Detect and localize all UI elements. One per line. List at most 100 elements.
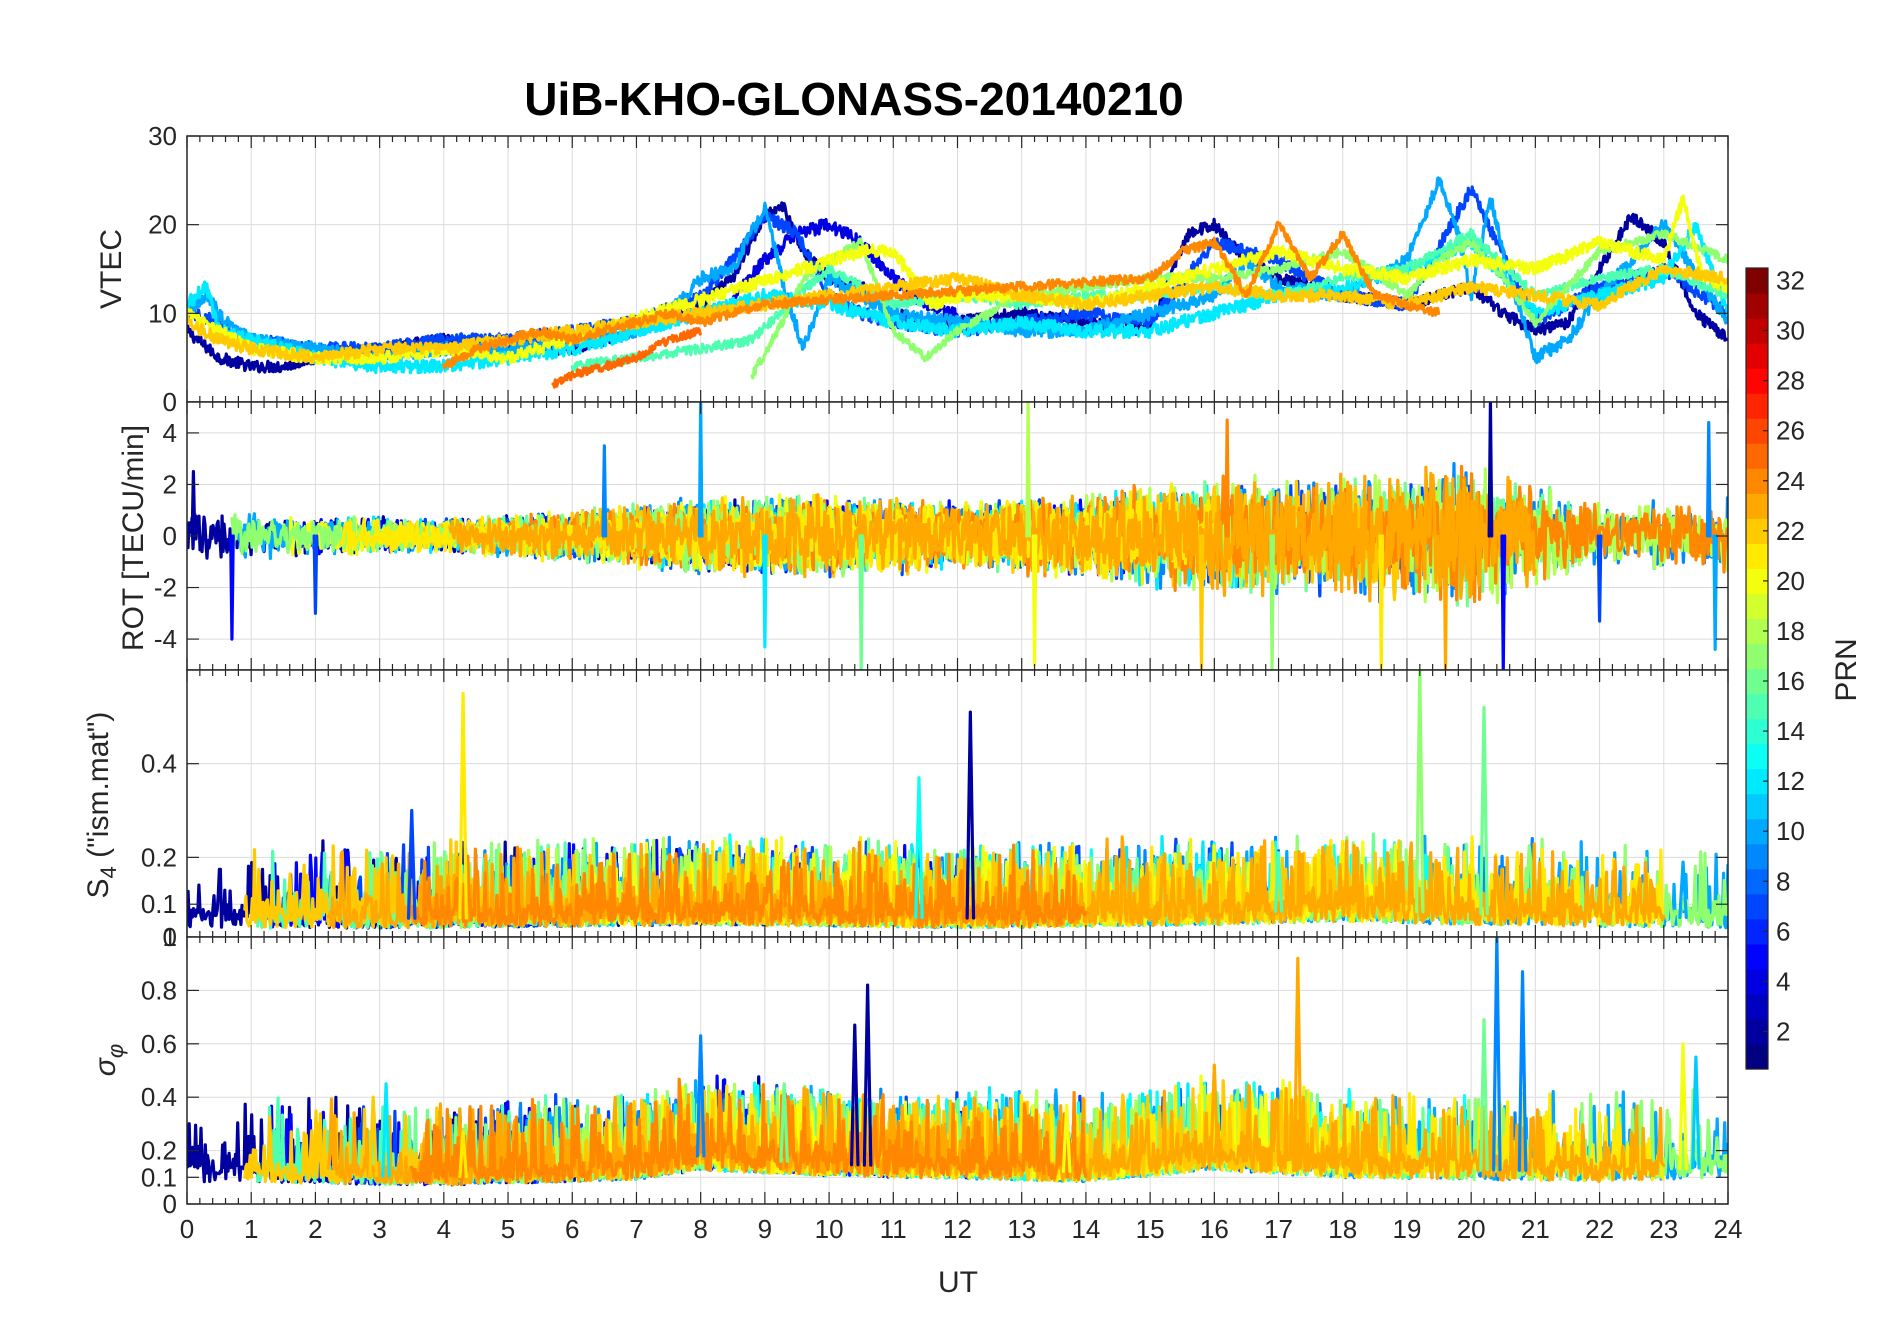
x-tick-label: 18 [1328, 1214, 1357, 1244]
colorbar-tick-label: 32 [1776, 266, 1805, 296]
colorbar-segment [1746, 593, 1768, 620]
rot-spike [312, 534, 319, 615]
x-tick-label: 20 [1457, 1214, 1486, 1244]
x-tick-label: 15 [1136, 1214, 1165, 1244]
x-tick-label: 3 [372, 1214, 386, 1244]
rot-spike [1705, 421, 1712, 538]
x-tick-label: 4 [437, 1214, 451, 1244]
colorbar-segment [1746, 993, 1768, 1020]
colorbar-segment [1746, 793, 1768, 820]
x-tick-label: 7 [629, 1214, 643, 1244]
sigma_phi-spike [1479, 1018, 1489, 1172]
colorbar-segment [1746, 393, 1768, 419]
rot-ytick-label: -4 [154, 624, 177, 654]
sigma_phi-spike [1292, 956, 1303, 1165]
colorbar-segment [1746, 718, 1768, 745]
rot-spike [1487, 402, 1494, 538]
s4-spike [458, 691, 468, 920]
colorbar-segment [1746, 768, 1768, 795]
colorbar-segment [1746, 518, 1768, 544]
colorbar-tick-label: 18 [1776, 616, 1805, 646]
s4-ytick-label: 0.2 [141, 842, 177, 872]
rot-spike [761, 534, 768, 649]
colorbar-segment [1746, 343, 1768, 369]
sigma-ylabel-sub: φ [103, 1044, 128, 1058]
rot-spike [1712, 534, 1719, 651]
rot-ytick-label: 4 [163, 418, 177, 448]
x-tick-label: 0 [180, 1214, 194, 1244]
vtec-ytick-label: 0 [163, 387, 177, 417]
colorbar-segment [1746, 643, 1768, 670]
x-tick-label: 5 [501, 1214, 515, 1244]
colorbar-segment [1746, 968, 1768, 995]
rot-spike [1378, 534, 1385, 670]
x-tick-label: 13 [1007, 1214, 1036, 1244]
vtec-traces [187, 176, 1728, 389]
x-tick-label: 17 [1264, 1214, 1293, 1244]
sigma-ylabel-main: σ [89, 1056, 122, 1076]
vtec-series-prn-24 [442, 220, 1441, 370]
vtec-panel: 0 10 20 30 [148, 121, 1729, 417]
x-tick-label: 22 [1585, 1214, 1614, 1244]
rot-spike [1269, 534, 1276, 670]
colorbar-tick-label: 4 [1776, 966, 1790, 996]
vtec-ytick-label: 10 [148, 298, 177, 328]
colorbar-tick-label: 12 [1776, 766, 1805, 796]
rot-ytick-label: 0 [163, 521, 177, 551]
colorbar-segment [1746, 918, 1768, 945]
colorbar-tick-label: 10 [1776, 816, 1805, 846]
rot-ylabel: ROT [TECU/min] [117, 425, 150, 651]
s4-spike [1479, 705, 1489, 916]
colorbar-tick-label: 30 [1776, 316, 1805, 346]
colorbar-segment [1746, 568, 1768, 595]
colorbar-segment [1746, 543, 1768, 569]
x-tick-label: 8 [693, 1214, 707, 1244]
s4-spike [1273, 851, 1284, 913]
sigma_phi-ytick-label: 0 [163, 1189, 177, 1219]
rot-spike [601, 444, 608, 538]
s4-ylabel-sub: 4 [96, 866, 121, 878]
overlap-tick-label: 0 [163, 922, 177, 952]
s4-traces [187, 670, 1728, 930]
sigma_phi-spike [695, 1034, 706, 1158]
x-tick-label: 1 [244, 1214, 258, 1244]
sigma_phi-ytick-label: 0.2 [141, 1136, 177, 1166]
sigma_phi-spike [1209, 1063, 1220, 1158]
x-tick-label: 23 [1649, 1214, 1678, 1244]
sigma_phi-spike [1517, 970, 1528, 1172]
colorbar-segment [1746, 943, 1768, 970]
s4-ylabel-rest: ("ism.mat") [82, 712, 115, 867]
x-axis-label: UT [938, 1266, 978, 1299]
x-tick-label: 21 [1521, 1214, 1550, 1244]
s4-ytick-label: 0.4 [141, 749, 177, 779]
vtec-series-prn-25 [551, 327, 702, 389]
sigma_phi-spike [862, 983, 873, 1167]
rot-spike [1596, 534, 1603, 623]
colorbar-segment [1746, 493, 1768, 519]
x-tick-label: 6 [565, 1214, 579, 1244]
figure-title: UiB-KHO-GLONASS-20140210 [524, 73, 1184, 125]
rot-spike [1442, 534, 1449, 670]
sigma_phi-ytick-label: 0.8 [141, 975, 177, 1005]
colorbar-segment [1746, 618, 1768, 645]
sigma_phi-spike [779, 1082, 789, 1163]
colorbar-segment [1746, 893, 1768, 920]
rot-spike [1224, 418, 1231, 538]
colorbar-segment [1746, 368, 1768, 394]
x-tick-label: 9 [758, 1214, 772, 1244]
vtec-series-prn-17 [750, 229, 1728, 380]
rot-traces [187, 402, 1728, 670]
colorbar-segment [1746, 443, 1768, 469]
colorbar-segment [1746, 268, 1768, 294]
rot-spike [1198, 534, 1205, 670]
vtec-ylabel: VTEC [95, 229, 128, 309]
colorbar-tick-label: 14 [1776, 716, 1805, 746]
s4-ylabel-main: S [82, 878, 115, 898]
x-tick-label: 14 [1071, 1214, 1100, 1244]
sigma_phi-spike [381, 1082, 391, 1178]
colorbar-tick-label: 6 [1776, 916, 1790, 946]
rot-spike [1500, 534, 1507, 670]
colorbar-tick-label: 8 [1776, 866, 1790, 896]
sigma_phi-spike [1678, 1042, 1688, 1171]
